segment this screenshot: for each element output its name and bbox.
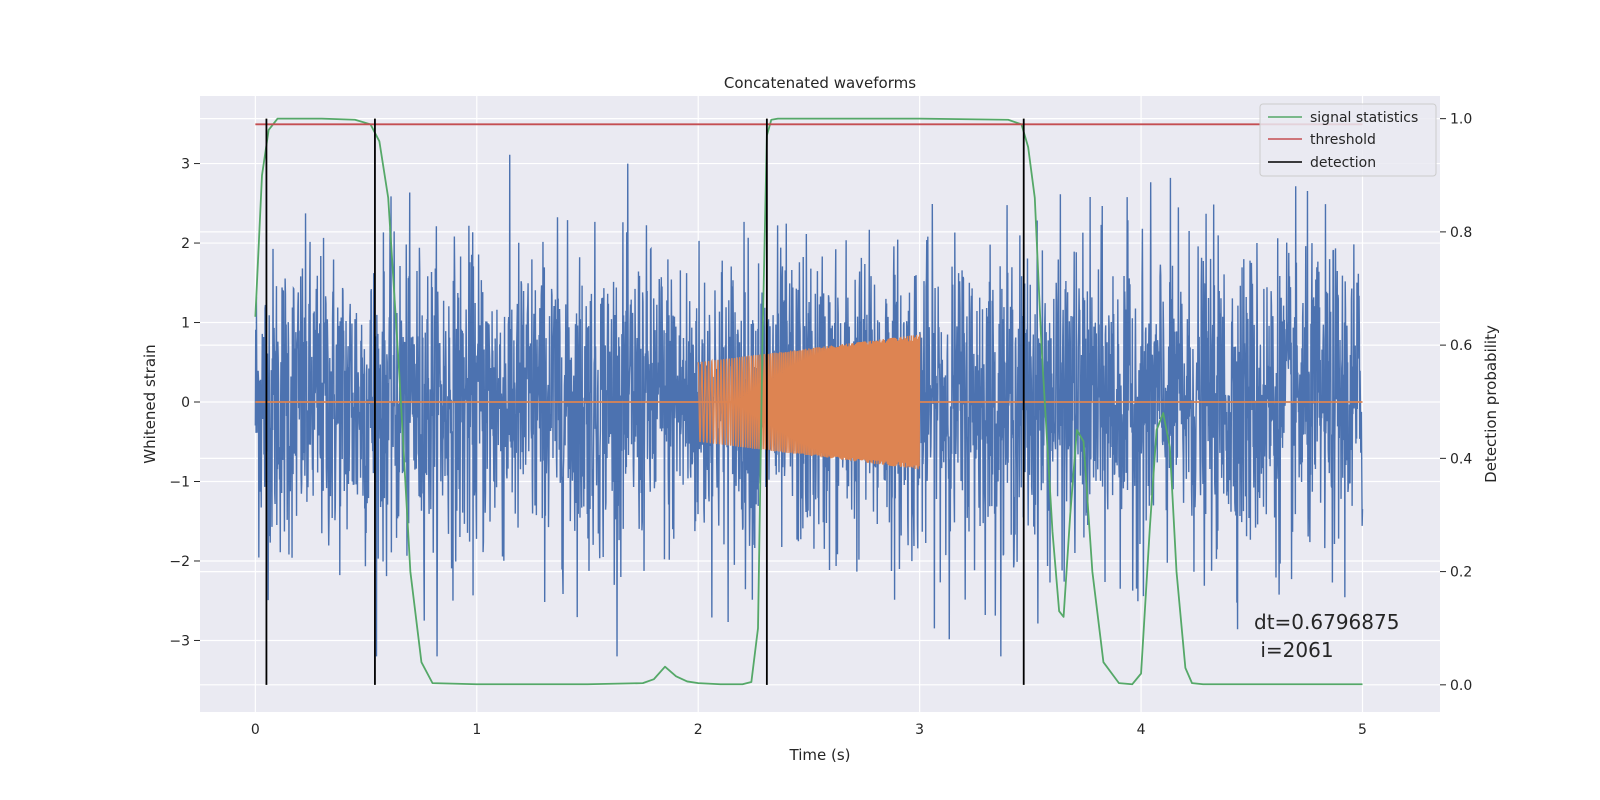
y-axis-label: Whitened strain (141, 344, 159, 463)
x-tick-label: 2 (694, 722, 703, 738)
y-tick-label: 1 (181, 316, 190, 332)
y-right-tick-label: 0.4 (1450, 451, 1472, 467)
y-right-tick-label: 0.6 (1450, 338, 1472, 354)
y-tick-label: 2 (181, 236, 190, 252)
y-right-tick-label: 0.2 (1450, 565, 1472, 581)
y-right-tick-label: 0.0 (1450, 678, 1472, 694)
y-tick-label: 3 (181, 157, 190, 173)
injected-chirp-layer (255, 334, 1363, 470)
injected-chirp-line (697, 334, 921, 470)
legend-label-signal-statistics: signal statistics (1310, 110, 1418, 126)
y-right-tick-label: 0.8 (1450, 225, 1472, 241)
whitened-strain-line (254, 154, 1364, 657)
x-tick-label: 4 (1137, 722, 1146, 738)
x-tick-label: 3 (915, 722, 924, 738)
annotation-dt: dt=0.6796875 (1254, 610, 1399, 634)
legend-label-threshold: threshold (1310, 132, 1376, 148)
x-axis-label: Time (s) (789, 746, 851, 764)
x-tick-label: 1 (472, 722, 481, 738)
y-tick-label: −1 (169, 474, 190, 490)
y-right-tick-label: 1.0 (1450, 112, 1472, 128)
legend-box (1259, 103, 1437, 177)
legend-label-detection: detection (1310, 155, 1376, 171)
y-axis-right-label: Detection probability (1482, 325, 1500, 483)
whitened-strain-layer (254, 154, 1364, 657)
y-tick-label: −3 (169, 633, 190, 649)
x-tick-label: 0 (251, 722, 260, 738)
signal-statistics-line (254, 117, 1363, 686)
y-tick-label: −2 (169, 554, 190, 570)
ticks: 0 1 2 3 4 5 −3 −2 −1 0 1 2 3 0.0 0.2 0.4 0.6 0.8 1.0 (169, 112, 1472, 738)
legend: signal statistics threshold detection (1259, 103, 1437, 177)
right-axis-series-layer (254, 117, 1363, 686)
chart-title: Concatenated waveforms (724, 74, 916, 92)
annotation-i: i=2061 (1254, 638, 1334, 662)
x-tick-label: 5 (1358, 722, 1367, 738)
y-tick-label: 0 (181, 395, 190, 411)
